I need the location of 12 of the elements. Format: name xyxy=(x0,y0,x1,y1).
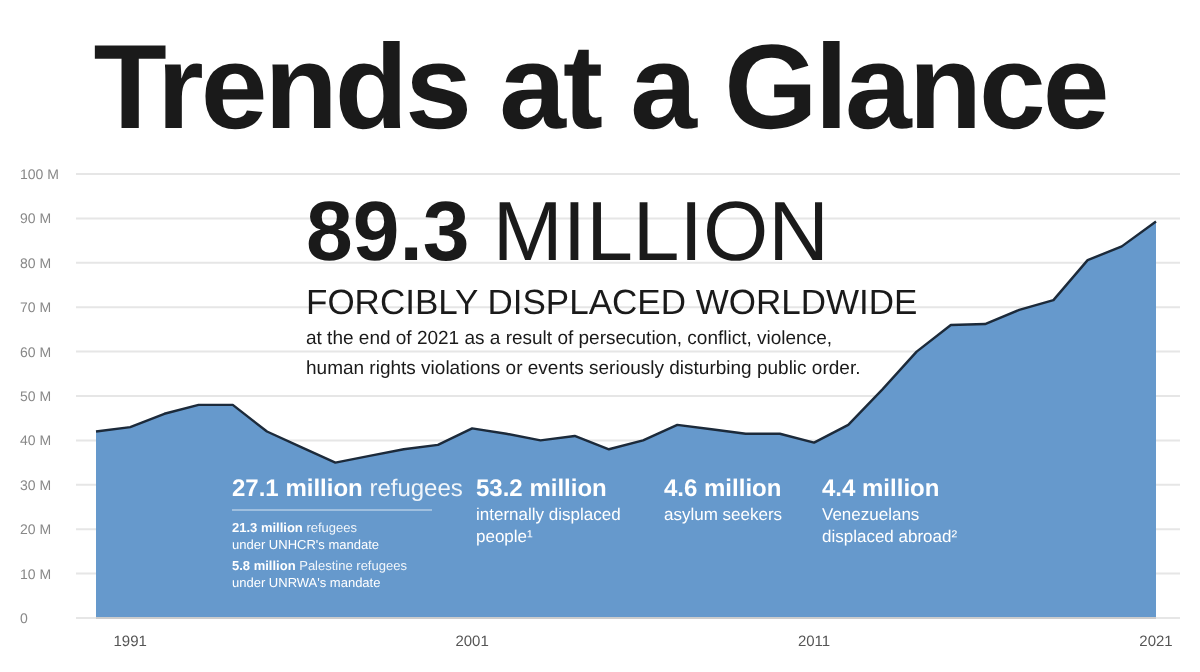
annotation: 4.4 million xyxy=(822,474,940,502)
annotation: internally displaced people¹ xyxy=(476,504,622,546)
chart-title: Trends at a Glance xyxy=(93,20,1107,154)
annotation: Venezuelans displaced abroad² xyxy=(822,504,958,546)
annotation: human rights violations or events seriously disturbing public order. xyxy=(306,358,861,380)
annotation: 53.2 million xyxy=(476,474,607,502)
annotation: 89.3 MILLION xyxy=(306,184,829,278)
annotation: 4.6 million xyxy=(664,474,782,502)
annotation: asylum seekers xyxy=(664,504,783,524)
annotation: FORCIBLY DISPLACED WORLDWIDE xyxy=(306,282,918,322)
annotation: at the end of 2021 as a result of persecution, conflict, violence, xyxy=(306,328,832,350)
annotation: 27.1 million refugees xyxy=(232,474,463,502)
